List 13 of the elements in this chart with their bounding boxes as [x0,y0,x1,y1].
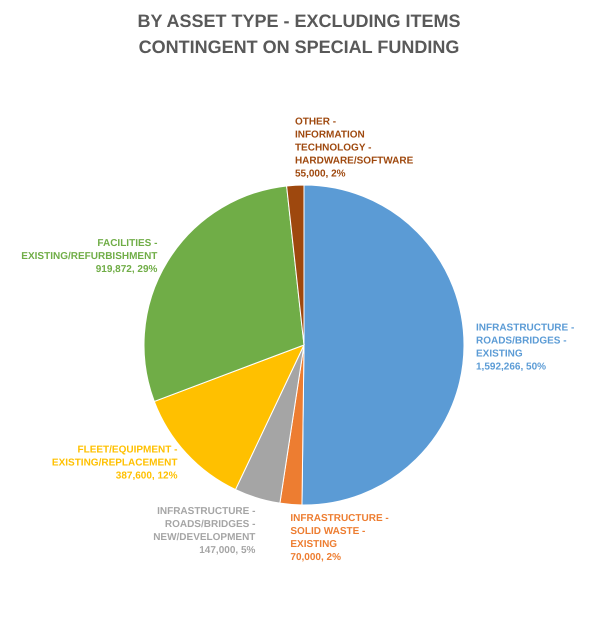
chart-title: BY ASSET TYPE - EXCLUDING ITEMS CONTINGENT ON SPECIAL FUNDING [136,10,462,59]
slice-label: FACILITIES - EXISTING/REFURBISHMENT [21,238,158,262]
slice-label: INFRASTRUCTURE - ROADS/BRIDGES - NEW/DEVELOPMENT [153,506,256,544]
slice-label: OTHER - INFORMATION TECHNOLOGY - HARDWARE/SOFTWARE [294,116,414,167]
data-label: 387,600, 12% [116,470,178,482]
data-label: 70,000, 2% [290,552,342,563]
slice-label: INFRASTRUCTURE - ROADS/BRIDGES - EXISTING [476,322,574,360]
slice-label: FLEET/EQUIPMENT - EXISTING/REPLACEMENT [52,444,178,468]
slice-label: INFRASTRUCTURE - SOLID WASTE - EXISTING [290,512,389,550]
data-label: 1,592,266, 50% [476,361,546,372]
data-label: 147,000, 5% [199,545,256,556]
data-label: 55,000, 2% [294,168,346,180]
data-label: 919,872, 29% [96,264,158,275]
